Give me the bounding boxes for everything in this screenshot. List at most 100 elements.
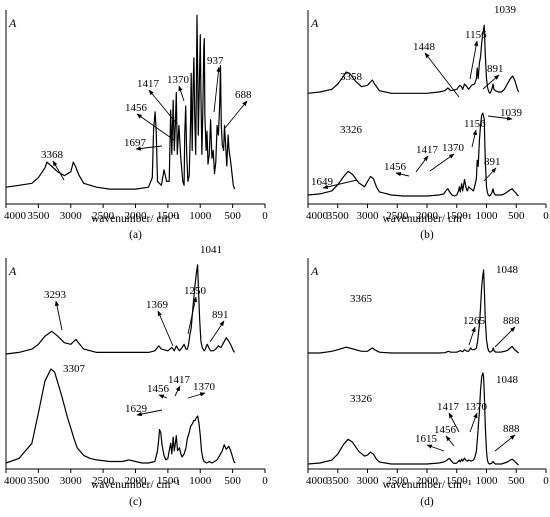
panel-tag: (c) xyxy=(129,496,142,508)
x-tick-label: 0 xyxy=(262,210,268,222)
spectrum-line-2 xyxy=(308,373,519,465)
y-axis-label: A xyxy=(8,264,17,278)
peak-label: 1039 xyxy=(500,107,523,119)
y-axis-label: A xyxy=(8,16,17,30)
x-tick-label: 3000 xyxy=(60,210,83,222)
peak-label: 3307 xyxy=(63,363,86,375)
peak-label: 1039 xyxy=(494,4,517,16)
peak-arrow xyxy=(425,53,459,97)
x-tick-label: 3500 xyxy=(27,210,50,222)
peak-label: 1456 xyxy=(384,161,407,173)
x-tick-label: 1000 xyxy=(189,210,212,222)
peak-label: 1448 xyxy=(413,41,436,53)
x-tick-label: 3000 xyxy=(60,475,83,487)
peak-label: 1156 xyxy=(465,29,487,41)
x-tick-label: 3000 xyxy=(357,475,380,487)
peak-label: 1265 xyxy=(463,315,486,327)
peak-arrow xyxy=(159,395,167,398)
peak-arrow xyxy=(56,301,62,330)
peak-label: 3368 xyxy=(41,149,64,161)
x-tick-label: 0 xyxy=(543,475,549,487)
peak-arrow xyxy=(416,156,428,172)
peak-label: 3358 xyxy=(340,71,363,83)
peak-label: 1456 xyxy=(434,424,457,436)
spectrum-line-1 xyxy=(6,265,235,354)
peak-label: 1456 xyxy=(125,102,148,114)
x-tick-label: 1000 xyxy=(189,475,212,487)
peak-label: 891 xyxy=(484,156,501,168)
peak-label: 1250 xyxy=(184,285,207,297)
peak-label: 1697 xyxy=(124,137,147,149)
peak-label: 1417 xyxy=(168,374,191,386)
x-tick-label: 500 xyxy=(224,210,241,222)
peak-label: 688 xyxy=(235,89,252,101)
y-axis-label: A xyxy=(310,264,319,278)
peak-arrow xyxy=(495,327,515,347)
x-tick-label: 4000 xyxy=(4,475,27,487)
peak-arrow xyxy=(53,161,64,180)
peak-label: 891 xyxy=(212,309,229,321)
x-tick-label: 1000 xyxy=(476,210,499,222)
peak-arrow xyxy=(495,435,515,451)
x-tick-label: 0 xyxy=(543,210,549,222)
x-tick-label: 1000 xyxy=(476,475,499,487)
x-tick-label: 500 xyxy=(508,475,525,487)
x-tick-label: 4000 xyxy=(306,210,329,222)
y-axis-label: A xyxy=(310,16,319,30)
x-axis-title: wavenumber/ cm⁻¹ xyxy=(382,213,472,225)
peak-label: 888 xyxy=(503,315,520,327)
ftir-panel-1: 4000 3500 3000 2500 2000 1500 1000 500 0 wavenumb… xyxy=(4,10,268,241)
peak-label: 1417 xyxy=(437,401,460,413)
peak-label: 937 xyxy=(207,55,224,67)
x-tick-label: 0 xyxy=(262,475,268,487)
peak-label: 3365 xyxy=(350,293,373,305)
spectrum-line-1 xyxy=(308,25,519,93)
peak-arrow xyxy=(427,445,444,451)
peak-label: 1417 xyxy=(137,78,160,90)
peak-label: 1370 xyxy=(193,381,216,393)
peak-label: 891 xyxy=(487,63,504,75)
peak-arrow xyxy=(225,101,247,128)
peak-label: 1048 xyxy=(496,264,519,276)
x-tick-label: 4000 xyxy=(4,210,27,222)
peak-label: 1370 xyxy=(442,142,465,154)
x-tick-label: 3500 xyxy=(27,475,50,487)
peak-label: 1417 xyxy=(416,144,439,156)
peak-label: 3326 xyxy=(340,124,363,136)
panel-tag: (b) xyxy=(420,229,434,241)
peak-arrow xyxy=(175,386,180,396)
spectrum-line-1 xyxy=(6,15,235,189)
peak-arrow xyxy=(210,321,224,342)
x-axis-title: wavenumber/ cm⁻¹ xyxy=(91,213,181,225)
peak-arrow xyxy=(446,436,454,446)
peak-label: 1369 xyxy=(146,299,169,311)
x-tick-label: 500 xyxy=(224,475,241,487)
panel-tag: (a) xyxy=(129,229,142,241)
x-tick-label: 3000 xyxy=(357,210,380,222)
x-tick-label: 4000 xyxy=(306,475,329,487)
peak-arrow xyxy=(188,393,205,398)
peak-arrow xyxy=(470,413,477,432)
peak-arrow xyxy=(472,130,476,147)
peak-label: 1041 xyxy=(200,244,222,256)
panels-layer: 4000 3500 3000 2500 2000 1500 1000 500 0wavenumb… xyxy=(4,4,549,508)
peak-label: 1370 xyxy=(167,74,190,86)
peak-label: 1370 xyxy=(465,401,488,413)
peak-arrow xyxy=(483,75,499,89)
peak-arrow xyxy=(188,297,196,334)
x-tick-label: 3500 xyxy=(327,475,350,487)
peak-arrow xyxy=(214,67,219,112)
peak-arrow xyxy=(396,173,409,176)
peak-arrow xyxy=(158,311,173,346)
ftir-panel-4: 40003500 3000 2500 2000 1500 1000 500 0wavenumb… xyxy=(306,258,549,508)
x-tick-label: 500 xyxy=(508,210,525,222)
peak-label: 1048 xyxy=(496,374,519,386)
ftir-panel-3: 4000 3500 3000 2500 2000 1500 1000 500 0 wavenumb… xyxy=(4,244,268,508)
peak-label: 1156 xyxy=(464,118,486,130)
spectrum-line-1 xyxy=(308,270,519,353)
peak-label: 888 xyxy=(503,423,520,435)
x-axis-title: wavenumber/ cm⁻¹ xyxy=(91,479,181,491)
peak-arrow xyxy=(469,327,475,345)
